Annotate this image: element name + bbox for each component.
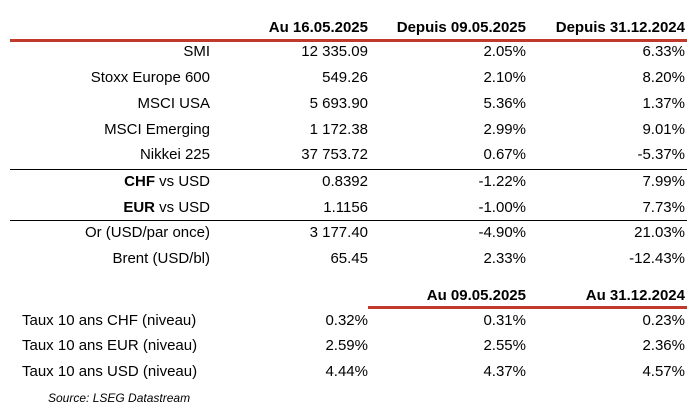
cell-eur-usd-level: 1.1156 xyxy=(323,199,368,216)
source-note: Source: LSEG Datastream xyxy=(48,391,191,405)
cell-msci-emerging-week: 2.99% xyxy=(483,121,526,138)
cell-rate-eur-31-12: 2.36% xyxy=(642,337,685,354)
header-au-09-05-2025: Au 09.05.2025 xyxy=(426,287,526,304)
cell-nikkei-level: 37 753.72 xyxy=(301,146,368,163)
cell-chf-usd-week: -1.22% xyxy=(478,173,526,190)
vs-usd: vs USD xyxy=(154,199,210,216)
equities-separator xyxy=(10,169,687,170)
cell-rate-eur-09-05: 2.55% xyxy=(483,337,526,354)
cell-rate-chf-current: 0.32% xyxy=(325,312,368,329)
cell-msci-usa-ytd: 1.37% xyxy=(642,95,685,112)
cell-nikkei-ytd: -5.37% xyxy=(637,146,685,163)
cell-msci-emerging-level: 1 172.38 xyxy=(309,121,368,138)
cell-msci-usa-level: 5 693.90 xyxy=(309,95,368,112)
row-label-rate-usd: Taux 10 ans USD (niveau) xyxy=(22,363,198,380)
cell-msci-emerging-ytd: 9.01% xyxy=(642,121,685,138)
cell-rate-eur-current: 2.59% xyxy=(325,337,368,354)
cell-chf-usd-level: 0.8392 xyxy=(322,173,368,190)
cell-rate-chf-09-05: 0.31% xyxy=(483,312,526,329)
cell-rate-usd-09-05: 4.37% xyxy=(483,363,526,380)
top-header-rule xyxy=(10,39,687,42)
header-depuis-09-05-2025: Depuis 09.05.2025 xyxy=(396,19,526,36)
row-label-stoxx: Stoxx Europe 600 xyxy=(90,69,210,86)
cell-smi-ytd: 6.33% xyxy=(642,43,685,60)
cell-smi-level: 12 335.09 xyxy=(301,43,368,60)
cell-rate-chf-31-12: 0.23% xyxy=(642,312,685,329)
row-label-msci-usa: MSCI USA xyxy=(137,95,210,112)
row-label-rate-eur: Taux 10 ans EUR (niveau) xyxy=(22,337,198,354)
cell-gold-week: -4.90% xyxy=(478,224,526,241)
cell-eur-usd-week: -1.00% xyxy=(478,199,526,216)
currency-chf: CHF xyxy=(124,173,155,190)
cell-stoxx-ytd: 8.20% xyxy=(642,69,685,86)
bottom-header-rule xyxy=(368,306,687,309)
header-depuis-31-12-2024: Depuis 31.12.2024 xyxy=(555,19,685,36)
cell-chf-usd-ytd: 7.99% xyxy=(642,173,685,190)
row-label-rate-chf: Taux 10 ans CHF (niveau) xyxy=(22,312,197,329)
cell-brent-week: 2.33% xyxy=(483,250,526,267)
cell-msci-usa-week: 5.36% xyxy=(483,95,526,112)
cell-nikkei-week: 0.67% xyxy=(483,146,526,163)
row-label-brent: Brent (USD/bl) xyxy=(112,250,210,267)
cell-smi-week: 2.05% xyxy=(483,43,526,60)
vs-usd: vs USD xyxy=(154,173,210,190)
cell-eur-usd-ytd: 7.73% xyxy=(642,199,685,216)
cell-stoxx-level: 549.26 xyxy=(322,69,368,86)
cell-gold-level: 3 177.40 xyxy=(309,224,368,241)
cell-rate-usd-current: 4.44% xyxy=(325,363,368,380)
cell-gold-ytd: 21.03% xyxy=(634,224,685,241)
row-label-gold: Or (USD/par once) xyxy=(84,224,210,241)
cell-brent-ytd: -12.43% xyxy=(629,250,685,267)
cell-rate-usd-31-12: 4.57% xyxy=(642,363,685,380)
row-label-nikkei: Nikkei 225 xyxy=(139,146,210,163)
cell-stoxx-week: 2.10% xyxy=(483,69,526,86)
cell-brent-level: 65.45 xyxy=(330,250,368,267)
row-label-smi: SMI xyxy=(183,43,210,60)
fx-separator xyxy=(10,220,687,221)
row-label-eur-usd: EUR vs USD xyxy=(123,199,210,216)
header-au-16-05-2025: Au 16.05.2025 xyxy=(268,19,368,36)
row-label-chf-usd: CHF vs USD xyxy=(124,173,210,190)
row-label-msci-emerging: MSCI Emerging xyxy=(104,121,210,138)
currency-eur: EUR xyxy=(123,199,155,216)
header-au-31-12-2024: Au 31.12.2024 xyxy=(585,287,685,304)
